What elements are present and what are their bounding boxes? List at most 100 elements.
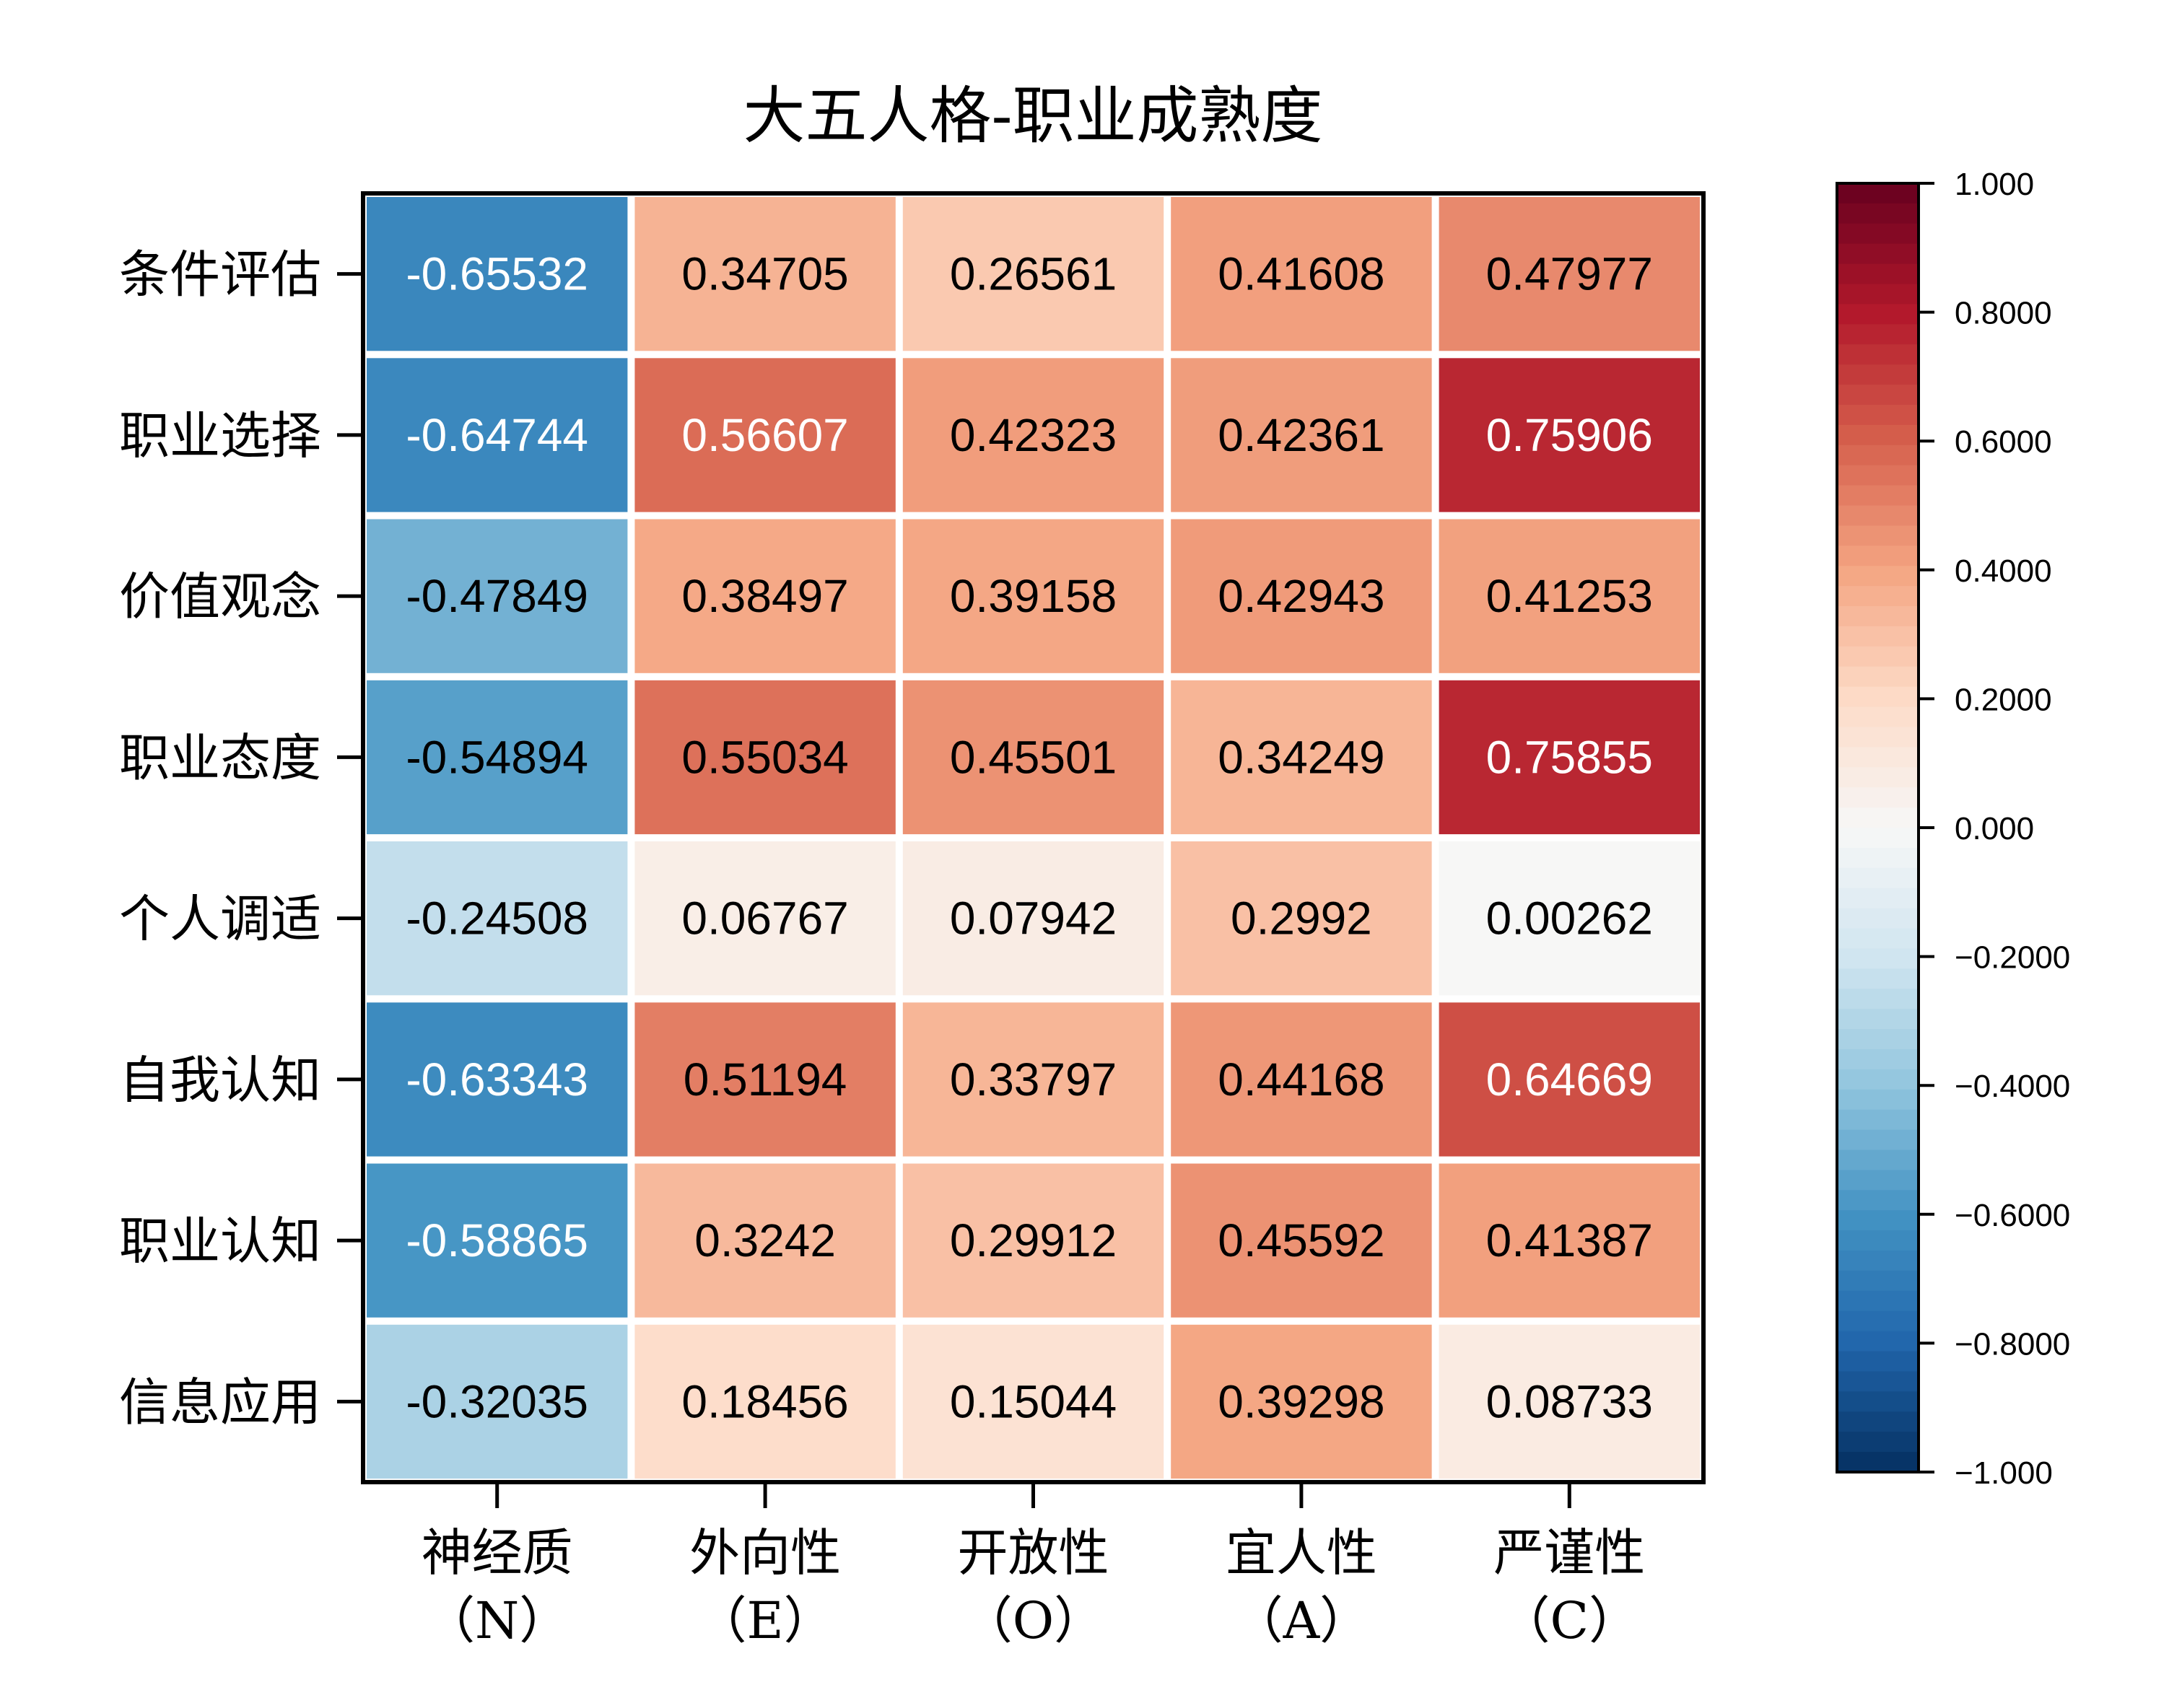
colorbar-step: [1837, 1170, 1919, 1191]
colorbar-step: [1837, 485, 1919, 507]
heatmap-cell: [634, 680, 896, 835]
column-label-abbr: （N）: [424, 1591, 569, 1650]
chart-title: 大五人格-职业成熟度: [743, 80, 1322, 152]
colorbar-step: [1837, 686, 1919, 708]
colorbar-step: [1837, 606, 1919, 627]
cell-value-label: 0.34705: [681, 248, 848, 300]
cell-value-label: 0.33797: [950, 1054, 1117, 1105]
cell-value-label: -0.58865: [406, 1214, 588, 1266]
heatmap-cell: [1171, 197, 1432, 351]
colorbar-tick-label: 0.000: [1955, 811, 2034, 846]
heatmap-cell: [1171, 680, 1432, 835]
row-label: 自我认知: [119, 1051, 321, 1110]
column-label-abbr: （A）: [1233, 1591, 1371, 1650]
colorbar-step: [1837, 888, 1919, 909]
row-label: 信息应用: [119, 1372, 321, 1432]
cell-value-label: 0.06767: [681, 893, 848, 945]
colorbar-step: [1837, 1411, 1919, 1432]
heatmap-cell: [1171, 841, 1432, 996]
colorbar-step: [1837, 546, 1919, 566]
column-label-name: 开放性: [958, 1523, 1109, 1582]
heatmap-cell: [634, 1324, 896, 1479]
colorbar-step: [1837, 626, 1919, 647]
row-label: 个人调适: [119, 890, 321, 949]
column-label-name: 神经质: [422, 1523, 573, 1582]
colorbar-step: [1837, 586, 1919, 607]
colorbar-step: [1837, 1391, 1919, 1412]
colorbar-step: [1837, 364, 1919, 385]
colorbar-step: [1837, 1251, 1919, 1271]
colorbar-step: [1837, 385, 1919, 406]
colorbar-step: [1837, 1009, 1919, 1030]
colorbar-step: [1837, 1230, 1919, 1251]
colorbar-step: [1837, 867, 1919, 889]
colorbar-step: [1837, 444, 1919, 466]
colorbar-step: [1837, 908, 1919, 929]
heatmap-cell: [902, 1324, 1164, 1479]
heatmap-cell: [634, 1002, 896, 1157]
cell-value-label: -0.54894: [406, 731, 588, 783]
cell-value-label: 0.41387: [1486, 1214, 1653, 1266]
cell-value-label: 0.51194: [684, 1054, 847, 1105]
row-label: 价值观念: [119, 567, 321, 626]
colorbar-step: [1837, 828, 1919, 849]
heatmap-cell: [1439, 519, 1700, 673]
colorbar-step: [1837, 1129, 1919, 1151]
cell-value-label: 0.42323: [950, 409, 1117, 461]
colorbar-step: [1837, 424, 1919, 446]
colorbar-tick-label: −0.8000: [1955, 1326, 2070, 1362]
heatmap-cell: [1439, 197, 1700, 351]
column-label-name: 宜人性: [1226, 1523, 1377, 1582]
heatmap-cell: [902, 358, 1164, 512]
heatmap-cell: [367, 1163, 628, 1318]
row-label: 职业选择: [119, 406, 321, 465]
cell-value-label: 0.41608: [1218, 248, 1384, 300]
heatmap-cell: [367, 1002, 628, 1157]
heatmap-cell: [1439, 358, 1700, 512]
heatmap-cell: [634, 841, 896, 996]
colorbar-tick-label: 0.2000: [1955, 682, 2052, 717]
cell-value-label: -0.32035: [406, 1375, 588, 1427]
heatmap-cell: [367, 680, 628, 835]
colorbar: 1.000 0.8000 0.6000 0.4000 0.2000 0.000 −0.200…: [1836, 167, 2070, 1491]
column-label-abbr: （C）: [1500, 1591, 1640, 1650]
colorbar-step: [1837, 404, 1919, 426]
heatmap-cell: [902, 519, 1164, 673]
heatmap-cell: [634, 1163, 896, 1318]
cell-value-label: 0.08733: [1486, 1375, 1653, 1427]
colorbar-step: [1837, 1048, 1919, 1070]
colorbar-step: [1837, 284, 1919, 305]
heatmap-cell: [367, 519, 628, 673]
heatmap-cell: [1439, 1324, 1700, 1479]
column-label-abbr: （E）: [697, 1591, 834, 1650]
cell-value-label: 0.00262: [1486, 893, 1653, 945]
heatmap-cell: [1439, 1163, 1700, 1318]
cell-value-label: 0.56607: [681, 409, 848, 461]
colorbar-step: [1837, 1270, 1919, 1292]
colorbar-step: [1837, 344, 1919, 365]
heatmap-cell: [902, 1002, 1164, 1157]
colorbar-tick-label: −0.6000: [1955, 1198, 2070, 1233]
colorbar-step: [1837, 1210, 1919, 1231]
heatmap-cell: [634, 519, 896, 673]
cell-value-label: -0.47849: [406, 570, 588, 622]
colorbar-tick-label: −0.2000: [1955, 940, 2070, 976]
colorbar-step: [1837, 203, 1919, 224]
cell-value-label: 0.39158: [950, 570, 1117, 622]
colorbar-step: [1837, 666, 1919, 688]
colorbar-step: [1837, 1190, 1919, 1211]
heatmap-cell: [1171, 519, 1432, 673]
cell-value-label: 0.42943: [1218, 570, 1384, 622]
colorbar-step: [1837, 928, 1919, 950]
heatmap-cell: [902, 841, 1164, 996]
cell-value-label: 0.55034: [681, 731, 848, 783]
row-label: 职业认知: [119, 1212, 321, 1271]
colorbar-step: [1837, 183, 1919, 204]
colorbar-step: [1837, 646, 1919, 667]
heatmap-cell: [1171, 1002, 1432, 1157]
colorbar-step: [1837, 767, 1919, 788]
colorbar-step: [1837, 1371, 1919, 1392]
colorbar-step: [1837, 243, 1919, 265]
